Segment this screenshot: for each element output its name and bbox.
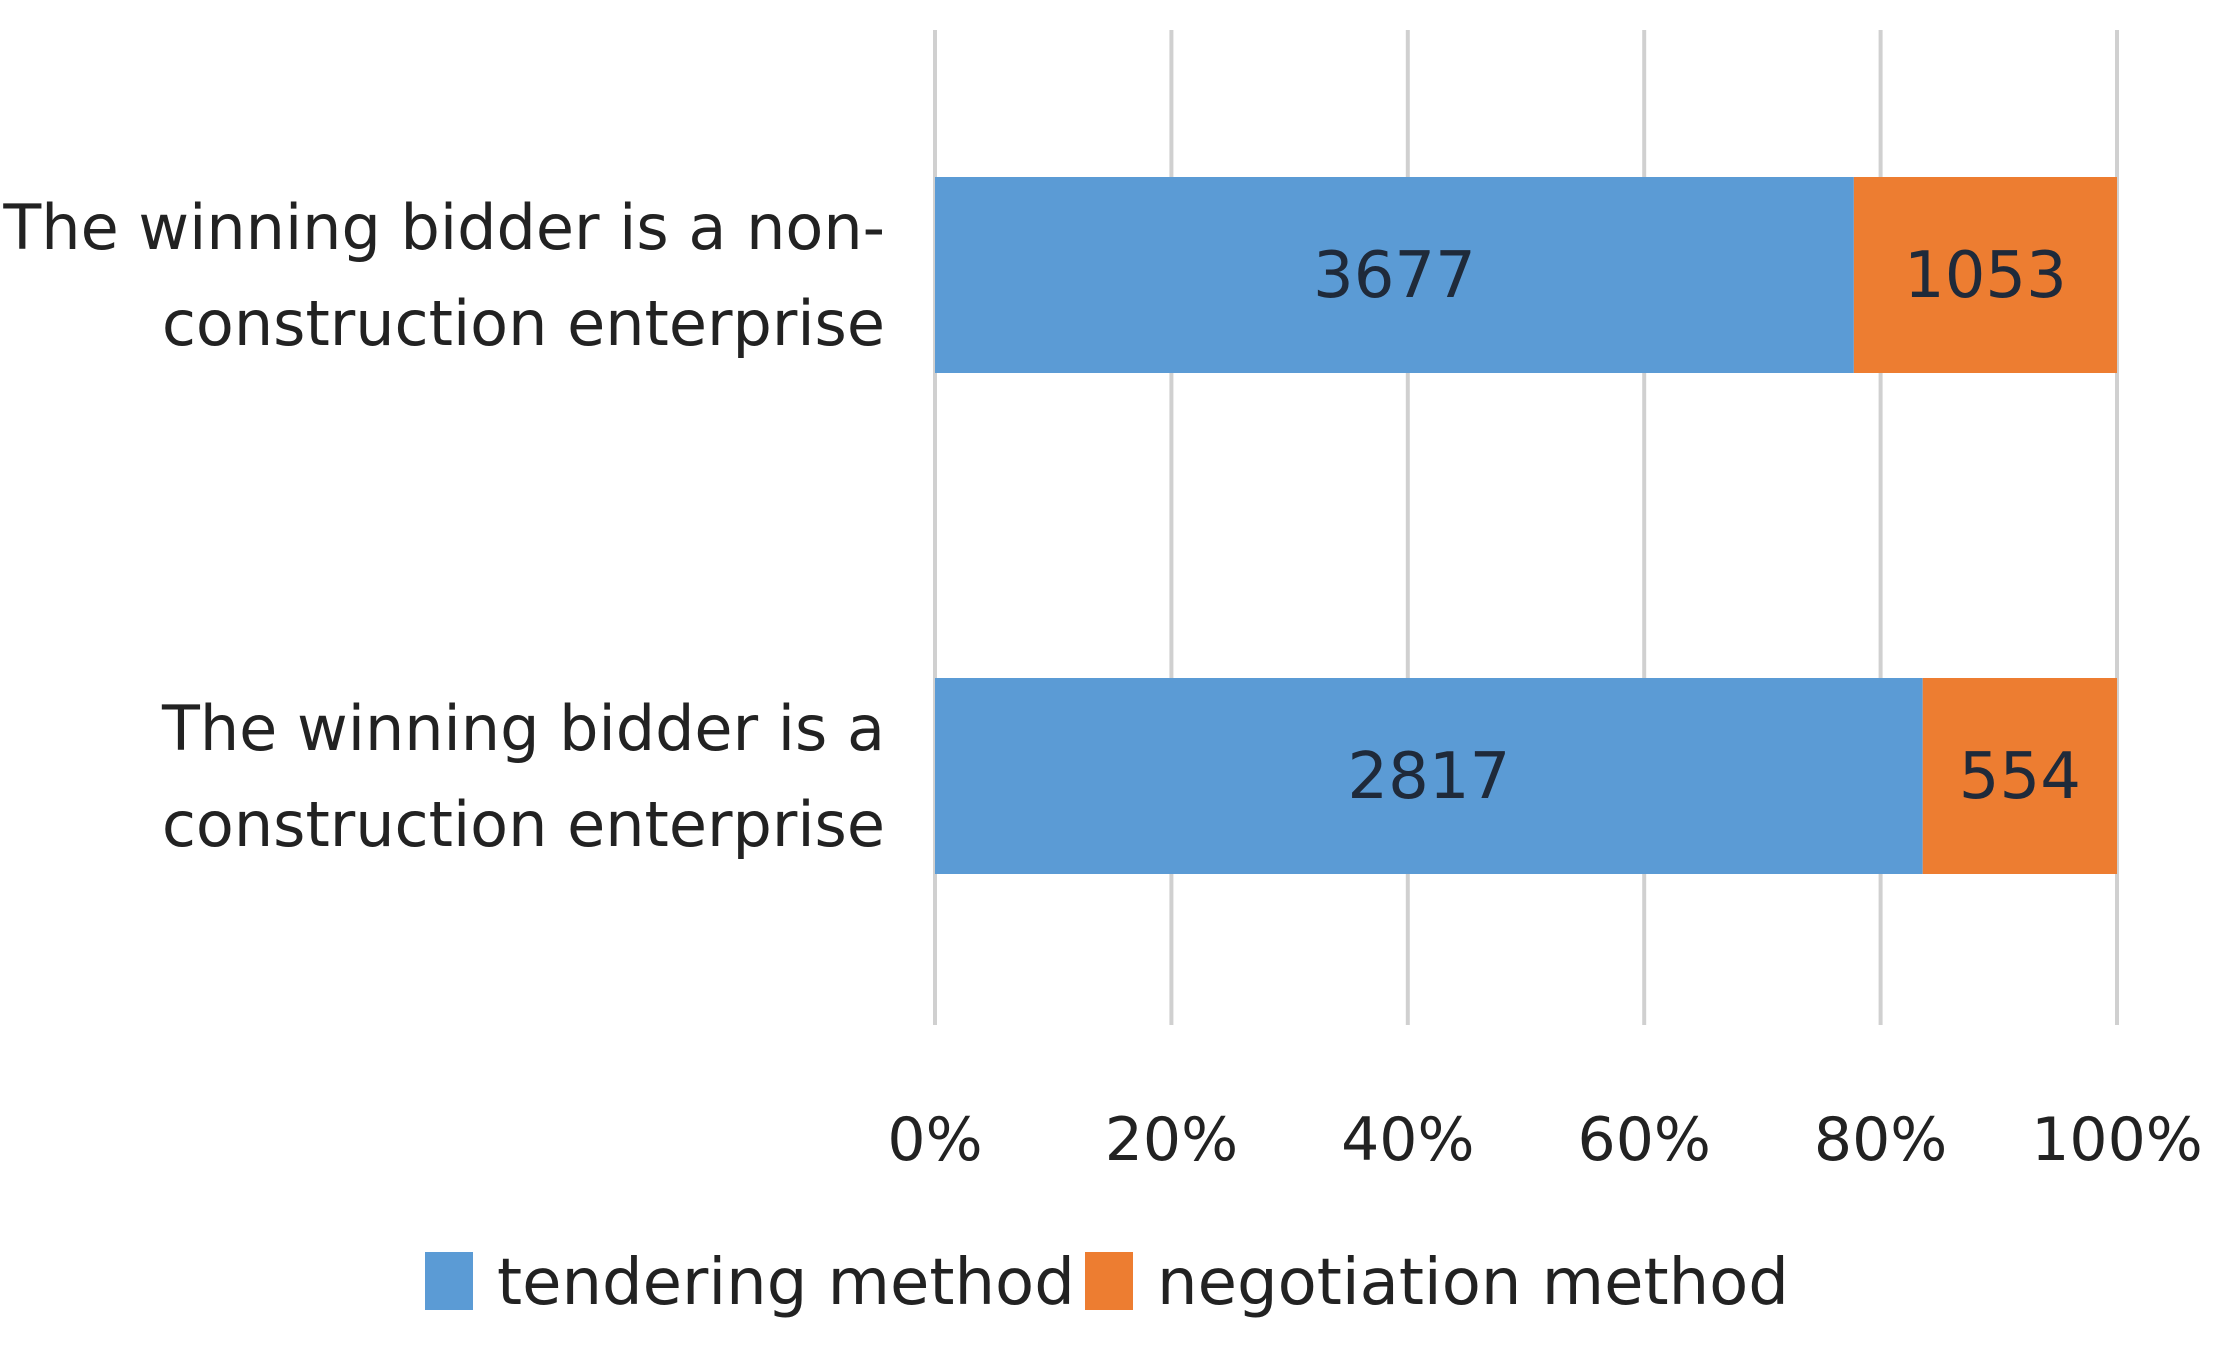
bars: 3677 1053 2817 554: [935, 177, 2117, 874]
legend-label: negotiation method: [1157, 1246, 1789, 1320]
legend-swatch: [1085, 1252, 1133, 1310]
data-label: 554: [1959, 740, 2081, 814]
category-label: The winning bidder is a non-construction…: [2, 191, 885, 360]
x-tick-label: 20%: [1105, 1105, 1238, 1175]
category-label: The winning bidder is a construction ente…: [161, 692, 885, 861]
legend-label: tendering method: [497, 1246, 1075, 1320]
bar-segment-negotiation: [1853, 177, 2117, 373]
data-label: 1053: [1904, 239, 2067, 313]
bar-segment-tendering: [935, 678, 1923, 874]
category-labels: The winning bidder is a non-construction…: [2, 191, 885, 861]
x-tick-label: 100%: [2031, 1105, 2203, 1175]
x-tick-label: 80%: [1814, 1105, 1947, 1175]
legend: tendering method negotiation method: [425, 1246, 1789, 1320]
data-label: 2817: [1347, 740, 1510, 814]
x-tick-label: 0%: [887, 1105, 982, 1175]
bar-segment-negotiation: [1922, 678, 2117, 874]
x-tick-label: 40%: [1341, 1105, 1474, 1175]
legend-swatch: [425, 1252, 473, 1310]
bar-segment-tendering: [935, 177, 1854, 373]
data-label: 3677: [1313, 239, 1476, 313]
x-axis-tick-labels: 0% 20% 40% 60% 80% 100%: [887, 1105, 2202, 1175]
x-tick-label: 60%: [1578, 1105, 1711, 1175]
